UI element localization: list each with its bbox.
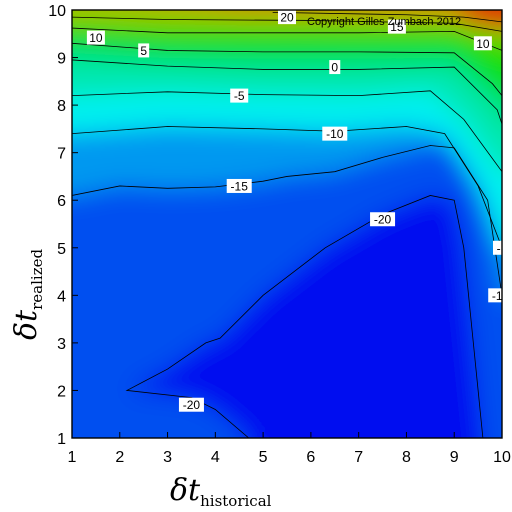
contour-line: [72, 145, 502, 296]
y-tick-label: 4: [57, 288, 66, 305]
x-tick-label: 3: [163, 449, 172, 466]
contour-label-bg: [230, 88, 249, 103]
x-tick-label: 8: [402, 449, 411, 466]
contour-label-bg: [86, 30, 105, 45]
x-axis-symbol: δt: [170, 473, 201, 508]
contour-label: 0: [331, 61, 338, 75]
contour-labels: 20 15 10 10 5 0 -5 -10 -15 -20 -20 -1 -1: [86, 10, 508, 412]
contour-line: [72, 59, 502, 125]
contour-label-bg: [488, 288, 502, 303]
x-tick-label: 5: [259, 449, 268, 466]
contour-line: [72, 90, 502, 172]
field-band: [126, 195, 483, 438]
contour-label: 20: [280, 11, 294, 25]
contour-label: -10: [326, 127, 344, 141]
x-axis-ticks: 1 2 3 4 5 6 7 8 9 10: [68, 432, 511, 466]
contour-label: 10: [476, 37, 490, 51]
y-tick-label: 8: [57, 98, 66, 115]
contour-label: -15: [231, 179, 249, 193]
x-tick-label: 7: [354, 449, 363, 466]
x-tick-label: 1: [68, 449, 77, 466]
contour-label: 10: [89, 31, 103, 45]
y-axis-subscript: realized: [28, 249, 46, 310]
contour-label-bg: [370, 212, 396, 227]
y-tick-label: 7: [57, 146, 66, 163]
contour-label-bg: [178, 397, 204, 412]
x-tick-label: 6: [306, 449, 315, 466]
y-tick-label: 5: [57, 241, 66, 258]
copyright-annotation: Copyright Gilles Zumbach 2012: [307, 16, 461, 28]
contour-label-bg: [278, 10, 296, 25]
contour-label: -5: [234, 89, 245, 103]
contour-line: [72, 16, 502, 32]
field-band: [72, 10, 502, 32]
contour-label: 5: [140, 44, 147, 58]
contour-label-bg: [493, 240, 502, 255]
color-field: [72, 10, 502, 438]
y-axis-ticks: 1 2 3 4 5 6 7 8 9 10: [48, 3, 78, 448]
contour-label: -20: [183, 398, 201, 412]
contour-line: [125, 195, 484, 438]
x-axis-subscript: historical: [200, 492, 272, 510]
field-band: [227, 10, 502, 22]
contour-lines: [72, 11, 502, 438]
contour-label-bg: [322, 126, 348, 141]
x-tick-label: 9: [450, 449, 459, 466]
contour-label-bg: [226, 178, 252, 193]
x-tick-label: 10: [493, 449, 511, 466]
x-axis-title: δthistorical: [170, 473, 272, 510]
contour-label: -1: [492, 289, 503, 303]
contour-label-bg: [138, 43, 150, 58]
x-tick-label: 2: [115, 449, 124, 466]
x-tick-label: 4: [211, 449, 220, 466]
y-axis-symbol: δt: [9, 309, 44, 340]
contour-line: [272, 11, 502, 23]
contour-line: [72, 27, 502, 51]
contour-label-bg: [473, 36, 492, 51]
contour-label: 15: [390, 20, 404, 34]
contour-label-bg: [329, 60, 341, 75]
contour-label-bg: [387, 19, 406, 34]
y-tick-label: 1: [57, 431, 66, 448]
y-tick-label: 9: [57, 51, 66, 68]
plot-frame: [71, 9, 503, 439]
y-tick-label: 6: [57, 193, 66, 210]
contour-line: [72, 42, 502, 96]
y-axis-title: δtrealized: [9, 249, 46, 340]
y-tick-label: 10: [48, 3, 66, 20]
y-tick-label: 2: [57, 383, 66, 400]
contour-label: -20: [374, 213, 392, 227]
contour-label: -1: [497, 241, 508, 255]
y-tick-label: 3: [57, 336, 66, 353]
plot-area: 20 15 10 10 5 0 -5 -10 -15 -20 -20 -1 -1: [72, 10, 508, 438]
